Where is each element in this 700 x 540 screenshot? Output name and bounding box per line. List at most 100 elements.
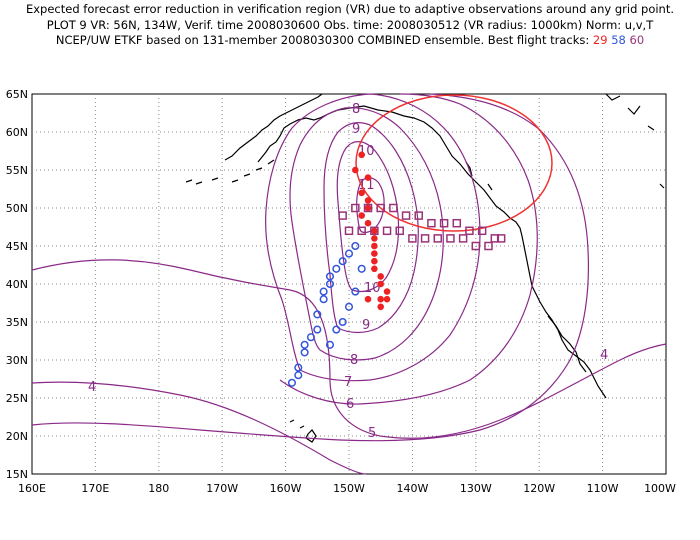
track-29-marker: [371, 257, 378, 265]
y-tick-label: 25N: [6, 392, 28, 405]
header-line-2: PLOT 9 VR: 56N, 134W, Verif. time 200803…: [46, 17, 654, 32]
contour-4-west: [31, 259, 667, 439]
track-29-marker: [358, 189, 365, 197]
track-58-marker: [319, 287, 328, 296]
alaska-peninsula-coastline: [257, 105, 607, 399]
y-tick-label: 20N: [6, 430, 28, 443]
track-29-marker: [383, 295, 391, 303]
contour-label: 8: [350, 353, 358, 368]
track-60-marker: [458, 234, 468, 243]
track-58-marker: [332, 264, 341, 273]
track-60-marker: [401, 211, 411, 220]
track-60-marker: [382, 226, 392, 236]
y-tick-label: 55N: [6, 164, 28, 177]
track-29-marker: [371, 250, 378, 257]
track-58-label: 58: [611, 33, 626, 47]
track-60-marker: [484, 241, 493, 251]
track-60-marker: [389, 203, 398, 213]
contour-10: [336, 141, 400, 293]
baja-coastline: [547, 315, 587, 373]
track-60-marker: [414, 211, 423, 220]
track-29-marker: [377, 273, 385, 280]
track-58-marker: [313, 310, 322, 319]
track-29-marker: [371, 227, 378, 235]
track-60-marker: [477, 226, 487, 236]
contour-label: 5: [368, 426, 376, 441]
track-29-marker: [371, 235, 378, 242]
track-29-marker: [364, 295, 372, 303]
contour-8: [289, 107, 444, 361]
track-58-marker: [357, 264, 366, 273]
track-29-marker: [371, 265, 378, 273]
track-58-marker: [325, 279, 335, 289]
x-tick-label: 140W: [396, 482, 428, 495]
track-60-marker: [496, 234, 506, 243]
x-tick-label: 120W: [523, 482, 555, 495]
contour-label: 9: [352, 122, 360, 137]
track-58-marker: [300, 348, 309, 357]
contour-4-outer: [31, 381, 367, 475]
track-29-marker: [371, 242, 378, 250]
track-60-marker: [433, 234, 443, 243]
track-58-marker: [351, 287, 360, 296]
track-58-marker: [319, 295, 328, 304]
track-58-marker: [338, 257, 347, 266]
track-58-marker: [325, 340, 335, 349]
error-reduction-contours: [31, 93, 667, 475]
verification-region-circle: [355, 94, 553, 232]
track-58-marker: [344, 302, 354, 311]
track-58-marker: [351, 241, 360, 251]
track-60-marker: [357, 226, 366, 236]
track-29-marker: [364, 197, 372, 204]
y-tick-label: 45N: [6, 240, 28, 253]
track-60-marker: [471, 241, 481, 251]
track-60-marker: [363, 203, 373, 213]
track-29-marker: [364, 219, 372, 227]
track-60-marker: [344, 226, 354, 236]
track-58-marker: [344, 249, 354, 258]
track-60-marker: [446, 234, 455, 243]
track-58-marker: [338, 317, 347, 327]
contour-label: 4: [600, 348, 608, 363]
track-58-marker: [325, 272, 335, 281]
y-tick-label: 30N: [6, 354, 28, 367]
track-60-marker: [351, 203, 360, 213]
contour-label: 6: [346, 397, 354, 412]
track-60-marker: [427, 218, 436, 228]
x-tick-label: 170W: [206, 482, 238, 495]
track-60-marker: [395, 226, 404, 236]
y-tick-label: 65N: [6, 88, 28, 101]
track-60-marker: [452, 218, 462, 228]
track-58-marker: [313, 325, 322, 334]
track-29-marker: [377, 280, 385, 288]
track-60-marker: [370, 226, 379, 236]
track-58-marker: [306, 333, 316, 342]
track-58-marker: [300, 340, 309, 349]
contour-label: 11: [358, 178, 375, 193]
figure-header: Expected forecast error reduction in ver…: [0, 2, 700, 49]
contour-5: [31, 93, 589, 442]
track-29-label: 29: [592, 33, 608, 47]
contour-label: 10: [364, 281, 381, 296]
y-tick-label: 15N: [6, 468, 28, 481]
x-tick-label: 130W: [460, 482, 492, 495]
contour-6: [279, 93, 538, 405]
track-58-marker: [294, 363, 303, 372]
y-tick-label: 40N: [6, 278, 28, 291]
x-tick-label: 150W: [333, 482, 365, 495]
track-60-marker: [338, 211, 347, 220]
y-tick-label: 60N: [6, 126, 28, 139]
x-tick-label: 180: [148, 482, 169, 495]
contour-label: 4: [88, 380, 96, 395]
track-29-marker: [358, 212, 365, 219]
header-line-3-text: NCEP/UW ETKF based on 131-member 2008030…: [55, 33, 590, 47]
track-60-marker: [376, 203, 385, 213]
contour-labels: 4 4 5 6 7 8 8 9 9 10 10 11: [88, 102, 608, 441]
aleutian-islands: [185, 159, 275, 185]
track-29-marker: [364, 174, 372, 181]
greenland-fragment: [605, 93, 665, 189]
y-tick-label: 35N: [6, 316, 28, 329]
track-60-marker: [408, 234, 417, 243]
x-tick-label: 100W: [644, 482, 676, 495]
